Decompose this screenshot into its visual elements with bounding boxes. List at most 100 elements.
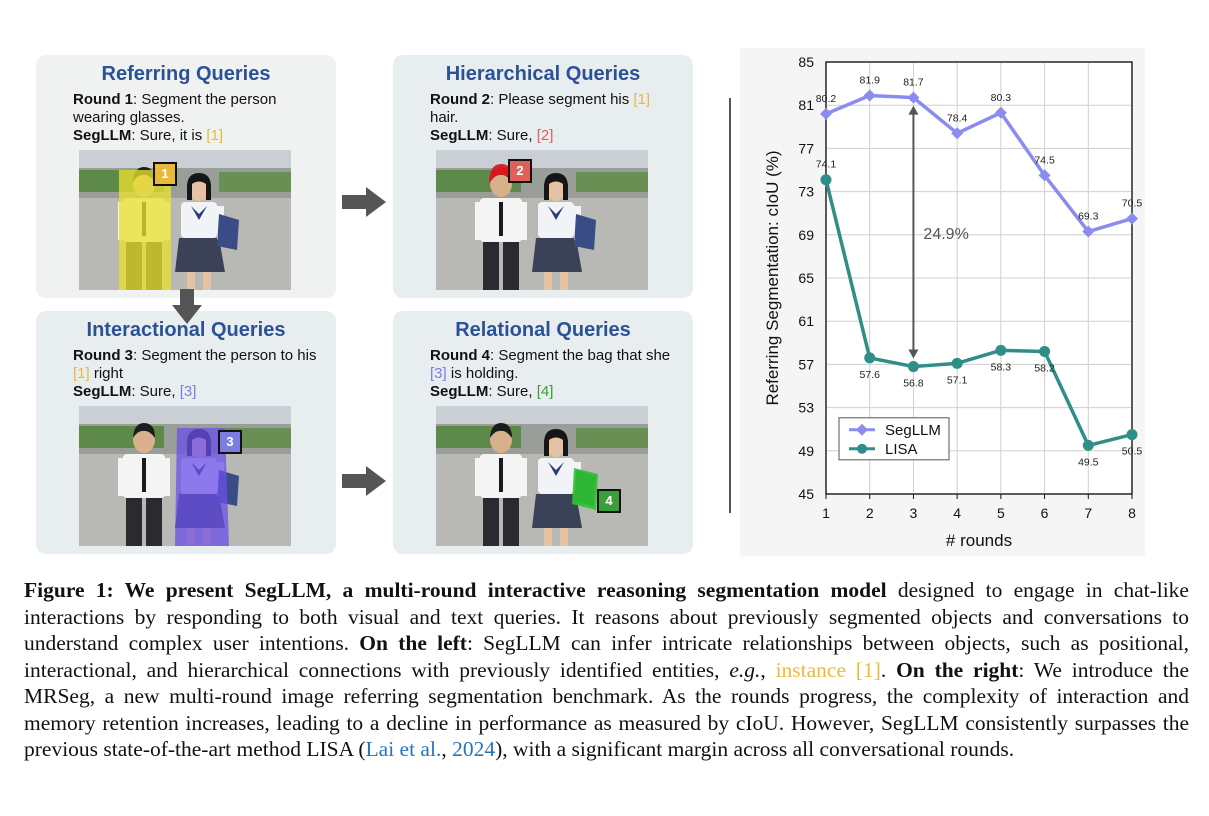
- panel-title: Hierarchical Queries: [445, 63, 641, 85]
- interactional-queries-panel: Interactional Queries Round 3: Segment t…: [36, 311, 336, 554]
- caption-text: ,: [760, 657, 776, 682]
- caption-left-label: On the left: [359, 631, 467, 655]
- segmentation-photo: [436, 150, 648, 290]
- data-label: 57.1: [947, 374, 968, 386]
- x-tick-label: 3: [910, 505, 918, 521]
- data-point-lisa: [951, 357, 963, 369]
- answer-label: SegLLM: [430, 127, 489, 144]
- mask-tag: 3: [218, 430, 242, 454]
- y-tick-label: 73: [798, 184, 814, 200]
- y-tick-label: 77: [798, 140, 814, 156]
- round-label: Round 3: [73, 347, 133, 364]
- data-point-segllm: [1126, 212, 1138, 225]
- series-line-lisa: [824, 179, 1133, 448]
- y-tick-label: 45: [798, 486, 814, 502]
- round-label: Round 4: [430, 347, 490, 364]
- data-label: 58.3: [991, 361, 1012, 373]
- answer-label: SegLLM: [73, 383, 132, 400]
- y-tick-label: 85: [798, 54, 814, 70]
- legend-marker: [857, 443, 867, 454]
- ref-token: [2]: [536, 127, 554, 144]
- query-text: : Segment the bag that she: [490, 347, 671, 364]
- data-point-lisa: [1082, 439, 1094, 451]
- round-label: Round 2: [430, 91, 490, 108]
- arrow-down-icon: [172, 289, 202, 324]
- data-point-segllm: [994, 106, 1007, 119]
- answer-label: SegLLM: [430, 383, 489, 400]
- panel-title: Referring Queries: [101, 63, 271, 85]
- mask-tag: 2: [508, 159, 532, 183]
- data-point-segllm: [1082, 225, 1095, 238]
- answer-text: : Sure,: [488, 127, 537, 144]
- answer-text: : Sure,: [488, 383, 537, 400]
- y-tick-label: 49: [798, 443, 814, 459]
- answer-label: SegLLM: [73, 127, 132, 144]
- x-tick-label: 8: [1128, 505, 1136, 521]
- panel-dialog: Round 1: Segment the person wearing glas…: [73, 91, 323, 145]
- panel-dialog: Round 2: Please segment his [1] hair. Se…: [430, 91, 680, 145]
- caption-eg: e.g.: [729, 657, 761, 682]
- data-point-segllm: [863, 89, 876, 102]
- data-point-lisa: [820, 174, 832, 186]
- x-tick-label: 6: [1041, 505, 1049, 521]
- ref-token: [1]: [633, 91, 651, 108]
- panel-dialog: Round 4: Segment the bag that she [3] is…: [430, 347, 680, 401]
- data-label: 70.5: [1122, 198, 1143, 210]
- arrow-right-icon: [342, 187, 386, 217]
- y-tick-label: 53: [798, 400, 814, 416]
- ref-token: [3]: [179, 383, 197, 400]
- data-point-lisa: [1039, 345, 1051, 357]
- citation-year-link[interactable]: 2024: [452, 737, 496, 761]
- data-point-segllm: [820, 107, 832, 120]
- chart-legend: [838, 417, 950, 461]
- x-tick-label: 7: [1084, 505, 1092, 521]
- data-point-segllm: [951, 127, 964, 140]
- segmentation-photo: [79, 150, 291, 290]
- legend-marker: [856, 423, 868, 436]
- query-text: : Please segment his: [490, 91, 634, 108]
- hierarchical-queries-panel: Hierarchical Queries Round 2: Please seg…: [393, 55, 693, 298]
- y-axis-label: Referring Segmentation: cIoU (%): [763, 150, 782, 405]
- data-point-lisa: [864, 352, 876, 364]
- arrow-head-icon: [908, 349, 919, 359]
- y-tick-label: 65: [798, 270, 814, 286]
- caption-instance: instance [1]: [775, 657, 881, 682]
- answer-text: : Sure,: [131, 383, 180, 400]
- segmentation-photo: [79, 406, 291, 546]
- vertical-divider: [729, 98, 731, 513]
- relational-queries-panel: Relational Queries Round 4: Segment the …: [393, 311, 693, 554]
- data-point-segllm: [907, 91, 920, 104]
- referring-queries-panel: Referring Queries Round 1: Segment the p…: [36, 55, 336, 298]
- y-tick-label: 81: [798, 97, 814, 113]
- x-axis-label: # rounds: [946, 531, 1012, 550]
- gap-annotation: 24.9%: [923, 226, 968, 243]
- data-label: 81.9: [859, 74, 880, 86]
- arrow-head-icon: [908, 105, 919, 115]
- data-label: 74.1: [816, 159, 837, 171]
- panel-dialog: Round 3: Segment the person to his [1] r…: [73, 347, 323, 401]
- data-point-lisa: [907, 361, 919, 373]
- data-label: 57.6: [859, 369, 880, 381]
- data-point-lisa: [1126, 429, 1138, 441]
- citation-link[interactable]: Lai et al.: [365, 737, 442, 761]
- y-tick-label: 61: [798, 313, 814, 329]
- query-text: right: [89, 365, 124, 382]
- data-label: 80.2: [816, 93, 837, 105]
- caption-text: ), with a significant margin across all …: [495, 737, 1015, 761]
- data-label: 58.2: [1034, 362, 1055, 374]
- caption-text: : We introduce the MRSeg, a new multi-ro…: [24, 657, 1190, 762]
- caption-text: .: [880, 657, 897, 682]
- x-tick-label: 1: [822, 505, 830, 521]
- chart-container: 45 49 53 57 61 65 69 73 77 81 85 1 2 3 4 5 6 7 8 # rounds Re…: [740, 48, 1145, 556]
- y-tick-label: 69: [798, 227, 814, 243]
- ref-token: [1]: [73, 365, 90, 382]
- mask-tag: 1: [153, 162, 177, 186]
- data-label: 50.5: [1122, 446, 1143, 458]
- legend-label: SegLLM: [885, 422, 941, 439]
- data-label: 74.5: [1034, 154, 1055, 166]
- figure-caption: Figure 1: We present SegLLM, a multi-rou…: [24, 577, 1189, 763]
- query-text: is holding.: [446, 365, 519, 382]
- data-label: 81.7: [903, 77, 924, 89]
- y-tick-label: 57: [798, 356, 814, 372]
